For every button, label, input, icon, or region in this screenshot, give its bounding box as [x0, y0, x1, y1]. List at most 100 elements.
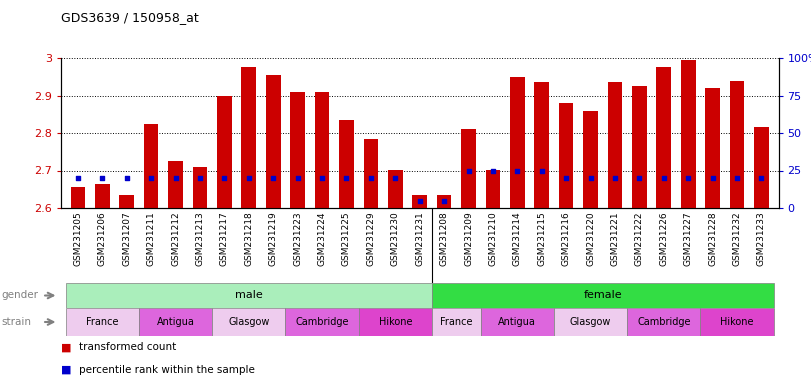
- Text: GSM231221: GSM231221: [611, 212, 620, 266]
- Point: [169, 175, 182, 181]
- Point: [96, 175, 109, 181]
- Point: [71, 175, 84, 181]
- Text: GSM231223: GSM231223: [293, 212, 303, 266]
- Bar: [168, 161, 183, 208]
- Text: Hikone: Hikone: [720, 317, 753, 327]
- Bar: [66, 283, 432, 308]
- Point: [340, 175, 353, 181]
- Bar: [388, 170, 402, 208]
- Bar: [632, 86, 646, 208]
- Bar: [358, 308, 432, 336]
- Point: [535, 167, 548, 174]
- Point: [120, 175, 133, 181]
- Point: [388, 175, 401, 181]
- Bar: [706, 88, 720, 208]
- Text: GSM231215: GSM231215: [537, 212, 547, 266]
- Text: GSM231214: GSM231214: [513, 212, 521, 266]
- Point: [218, 175, 231, 181]
- Text: GSM231233: GSM231233: [757, 212, 766, 266]
- Bar: [701, 308, 774, 336]
- Text: Glasgow: Glasgow: [228, 317, 269, 327]
- Text: GSM231217: GSM231217: [220, 212, 229, 266]
- Bar: [627, 308, 701, 336]
- Text: GSM231207: GSM231207: [122, 212, 131, 266]
- Text: GSM231230: GSM231230: [391, 212, 400, 266]
- Point: [487, 167, 500, 174]
- Text: transformed count: transformed count: [79, 342, 176, 352]
- Bar: [285, 308, 358, 336]
- Point: [633, 175, 646, 181]
- Point: [144, 175, 157, 181]
- Point: [315, 175, 328, 181]
- Bar: [481, 308, 554, 336]
- Bar: [119, 195, 134, 208]
- Text: GSM231209: GSM231209: [464, 212, 473, 266]
- Text: ■: ■: [61, 342, 71, 352]
- Bar: [193, 167, 208, 208]
- Text: female: female: [583, 291, 622, 301]
- Text: gender: gender: [2, 291, 39, 301]
- Bar: [656, 67, 672, 208]
- Text: GSM231212: GSM231212: [171, 212, 180, 266]
- Text: GDS3639 / 150958_at: GDS3639 / 150958_at: [61, 12, 199, 25]
- Bar: [212, 308, 285, 336]
- Bar: [730, 81, 744, 208]
- Point: [682, 175, 695, 181]
- Point: [731, 175, 744, 181]
- Bar: [412, 195, 427, 208]
- Text: GSM231222: GSM231222: [635, 212, 644, 266]
- Bar: [432, 283, 774, 308]
- Text: male: male: [235, 291, 263, 301]
- Text: GSM231225: GSM231225: [342, 212, 351, 266]
- Bar: [432, 308, 481, 336]
- Text: Glasgow: Glasgow: [570, 317, 611, 327]
- Point: [560, 175, 573, 181]
- Point: [291, 175, 304, 181]
- Point: [194, 175, 207, 181]
- Text: percentile rank within the sample: percentile rank within the sample: [79, 365, 255, 375]
- Point: [755, 175, 768, 181]
- Text: GSM231216: GSM231216: [562, 212, 571, 266]
- Point: [413, 197, 426, 204]
- Text: GSM231232: GSM231232: [732, 212, 741, 266]
- Point: [364, 175, 377, 181]
- Bar: [95, 184, 109, 208]
- Text: ■: ■: [61, 365, 71, 375]
- Bar: [315, 92, 329, 208]
- Bar: [534, 83, 549, 208]
- Point: [511, 167, 524, 174]
- Bar: [71, 187, 85, 208]
- Bar: [583, 111, 598, 208]
- Text: GSM231228: GSM231228: [708, 212, 717, 266]
- Text: GSM231208: GSM231208: [440, 212, 448, 266]
- Bar: [461, 129, 476, 208]
- Point: [608, 175, 621, 181]
- Bar: [339, 120, 354, 208]
- Bar: [144, 124, 158, 208]
- Point: [706, 175, 719, 181]
- Text: Hikone: Hikone: [379, 317, 412, 327]
- Text: GSM231227: GSM231227: [684, 212, 693, 266]
- Bar: [754, 127, 769, 208]
- Text: GSM231224: GSM231224: [318, 212, 327, 266]
- Bar: [437, 195, 452, 208]
- Text: GSM231218: GSM231218: [244, 212, 253, 266]
- Bar: [242, 67, 256, 208]
- Text: GSM231226: GSM231226: [659, 212, 668, 266]
- Point: [658, 175, 671, 181]
- Point: [584, 175, 597, 181]
- Text: GSM231205: GSM231205: [74, 212, 83, 266]
- Bar: [559, 103, 573, 208]
- Bar: [363, 139, 378, 208]
- Text: strain: strain: [2, 317, 32, 327]
- Text: GSM231219: GSM231219: [268, 212, 277, 266]
- Text: GSM231220: GSM231220: [586, 212, 595, 266]
- Text: GSM231213: GSM231213: [195, 212, 204, 266]
- Text: Antigua: Antigua: [499, 317, 536, 327]
- Text: GSM231231: GSM231231: [415, 212, 424, 266]
- Text: Antigua: Antigua: [157, 317, 195, 327]
- Bar: [510, 77, 525, 208]
- Text: GSM231229: GSM231229: [367, 212, 375, 266]
- Text: GSM231206: GSM231206: [98, 212, 107, 266]
- Bar: [486, 170, 500, 208]
